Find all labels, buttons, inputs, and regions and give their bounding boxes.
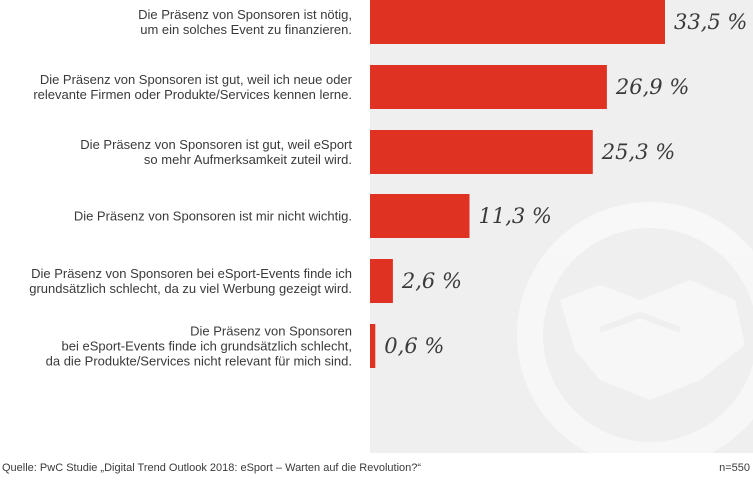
bar-5 <box>370 259 393 303</box>
value-label-5: 2,6 % <box>401 269 462 293</box>
category-label-3: Die Präsenz von Sponsoren ist gut, weil … <box>80 137 352 167</box>
source-note: Quelle: PwC Studie „Digital Trend Outloo… <box>2 462 422 474</box>
bar-chart: 33,5 % Die Präsenz von Sponsoren ist nöti… <box>29 0 753 455</box>
category-label-1: Die Präsenz von Sponsoren ist nötig, um e… <box>138 7 352 37</box>
category-label-5: Die Präsenz von Sponsoren bei eSport-Eve… <box>29 266 352 296</box>
bar-2 <box>370 65 607 109</box>
value-label-4: 11,3 % <box>479 204 552 228</box>
category-label-4: Die Präsenz von Sponsoren ist mir nicht … <box>74 209 352 224</box>
category-label-6: Die Präsenz von Sponsoren bei eSport-Even… <box>46 324 352 369</box>
bar-6 <box>370 324 376 368</box>
value-label-3: 25,3 % <box>601 140 675 164</box>
sample-size: n=550 <box>719 462 750 474</box>
bar-4 <box>370 194 470 238</box>
category-label-2: Die Präsenz von Sponsoren ist gut, weil … <box>33 72 352 102</box>
value-label-1: 33,5 % <box>674 10 747 34</box>
bar-1 <box>370 0 665 44</box>
handshake-icon <box>517 202 753 455</box>
bar-3 <box>370 130 593 174</box>
value-label-6: 0,6 % <box>384 334 444 358</box>
value-label-2: 26,9 % <box>615 75 689 99</box>
